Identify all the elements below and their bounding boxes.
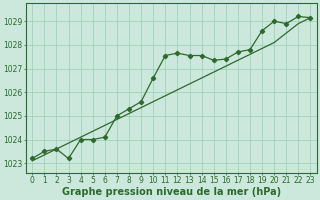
- X-axis label: Graphe pression niveau de la mer (hPa): Graphe pression niveau de la mer (hPa): [62, 187, 281, 197]
